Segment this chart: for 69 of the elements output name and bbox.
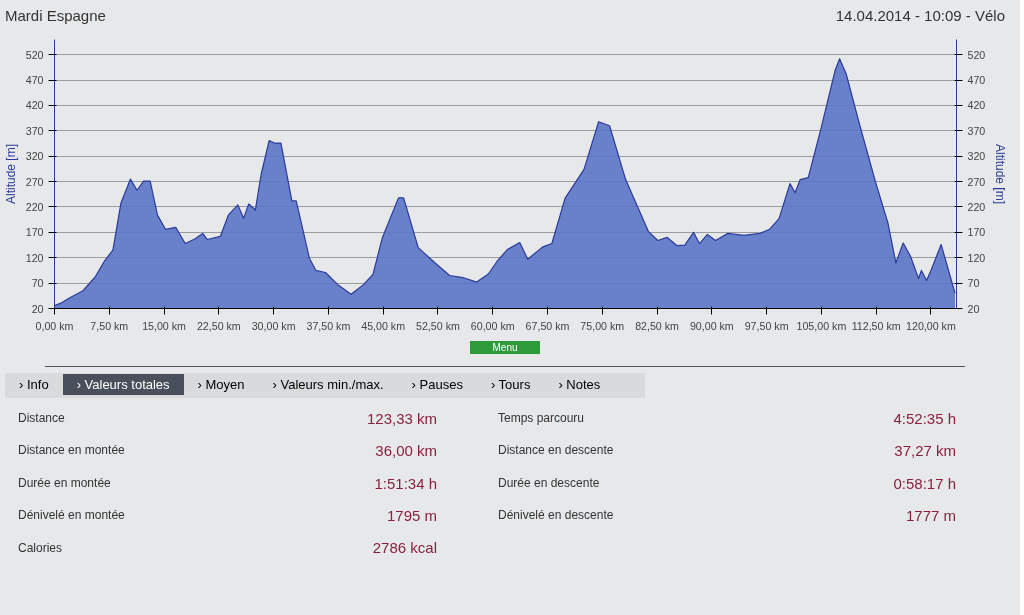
y-tick-label: 520 xyxy=(25,48,44,61)
x-tick-label: 7,50 km xyxy=(90,319,129,332)
text: Menu xyxy=(470,341,540,354)
text: 36,00 km xyxy=(374,441,438,462)
y-tick-label: 270 xyxy=(25,175,44,188)
x-tick-label: 97,50 km xyxy=(744,319,789,332)
text: 2786 kcal xyxy=(371,538,438,559)
y-tick-label: 20 xyxy=(31,302,44,315)
x-tick-label: 0,00 km xyxy=(35,319,74,332)
x-tick-label: 67,50 km xyxy=(525,319,570,332)
x-tick-label: 45,00 km xyxy=(361,319,406,332)
text: › Moyen xyxy=(196,376,246,395)
x-tick-label: 75,00 km xyxy=(580,319,625,332)
y2-tick-label: 20 xyxy=(967,302,980,315)
text: 4:52:35 h xyxy=(892,408,957,429)
text: › Valeurs min./max. xyxy=(271,376,385,395)
y2-tick-label: 320 xyxy=(967,150,986,163)
text: Distance en montée xyxy=(17,442,126,460)
y2-tick-label: 470 xyxy=(967,74,986,87)
x-tick-label: 105,00 km xyxy=(796,319,847,332)
x-tick-label: 90,00 km xyxy=(689,319,734,332)
text: 123,33 km xyxy=(365,408,438,429)
text: 14.04.2014 - 10:09 - Vélo xyxy=(835,6,1005,26)
text: 1777 m xyxy=(904,505,957,526)
y2-axis-title: Altitude [m] xyxy=(993,143,1008,205)
x-tick-label: 52,50 km xyxy=(416,319,460,332)
text: Dénivelé en montée xyxy=(17,507,126,525)
x-tick-label: 120,00 km xyxy=(906,319,956,332)
text: 1:51:34 h xyxy=(373,473,438,494)
x-tick-label: 82,50 km xyxy=(635,319,680,332)
y-tick-label: 120 xyxy=(25,251,44,264)
x-tick-label: 60,00 km xyxy=(470,319,515,332)
y2-tick-label: 120 xyxy=(967,251,986,264)
text: 37,27 km xyxy=(893,441,957,462)
text: 1795 m xyxy=(385,505,438,526)
text: Durée en descente xyxy=(497,474,601,492)
y-axis-title: Altitude [m] xyxy=(3,143,18,205)
y-tick-label: 170 xyxy=(25,226,44,239)
text: Distance xyxy=(17,409,66,427)
text: Temps parcouru xyxy=(497,409,586,427)
x-tick-label: 30,00 km xyxy=(251,319,296,332)
x-tick-label: 112,50 km xyxy=(851,319,901,332)
y2-tick-label: 220 xyxy=(967,200,986,213)
y2-tick-label: 420 xyxy=(967,99,986,112)
y-tick-label: 70 xyxy=(31,277,44,290)
x-tick-label: 37,50 km xyxy=(306,319,351,332)
text: › Tours xyxy=(489,376,532,395)
y2-tick-label: 520 xyxy=(967,48,986,61)
y-tick-label: 370 xyxy=(25,124,44,137)
text: › Info xyxy=(18,376,50,395)
y-tick-label: 470 xyxy=(25,74,44,87)
text: › Pauses xyxy=(410,376,464,395)
y-tick-label: 220 xyxy=(25,200,44,213)
text: › Valeurs totales xyxy=(62,374,184,396)
y-tick-label: 420 xyxy=(25,99,44,112)
y2-tick-label: 270 xyxy=(967,175,986,188)
x-tick-label: 15,00 km xyxy=(142,319,187,332)
chart-title: Mardi Espagne xyxy=(5,6,106,26)
y2-tick-label: 370 xyxy=(967,124,986,137)
y2-tick-label: 70 xyxy=(967,277,980,290)
text: Distance en descente xyxy=(497,442,615,460)
text: Dénivelé en descente xyxy=(497,507,615,525)
x-tick-label: 22,50 km xyxy=(196,319,241,332)
text: Calories xyxy=(17,539,63,557)
text: › Notes xyxy=(557,376,602,395)
y2-tick-label: 170 xyxy=(967,226,986,239)
y-tick-label: 320 xyxy=(25,150,44,163)
text: 0:58:17 h xyxy=(892,473,957,494)
text: Durée en montée xyxy=(17,474,112,492)
